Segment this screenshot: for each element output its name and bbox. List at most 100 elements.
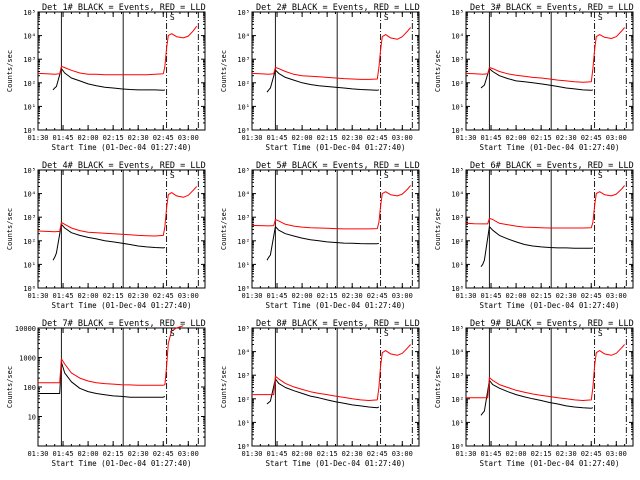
y-tick-label: 10³: [23, 56, 36, 64]
saa-marker-label: S: [170, 171, 175, 180]
y-axis-label: Counts/sec: [220, 366, 228, 408]
y-tick-label: 10³: [451, 372, 464, 380]
x-tick-label: 01:45: [267, 450, 288, 458]
x-tick-label: 03:00: [392, 450, 413, 458]
x-tick-label: 02:30: [556, 292, 577, 300]
y-tick-label: 10³: [237, 372, 250, 380]
x-tick-label: 02:00: [506, 292, 527, 300]
x-axis-label: Start Time (01-Dec-04 01:27:40): [52, 143, 192, 152]
chart-title: Det 9# BLACK = Events, RED = LLD: [470, 319, 634, 329]
y-axis-label: Counts/sec: [6, 50, 14, 92]
x-tick-label: 01:45: [53, 450, 74, 458]
chart-title: Det 4# BLACK = Events, RED = LLD: [42, 161, 206, 171]
chart-title: Det 3# BLACK = Events, RED = LLD: [470, 3, 634, 13]
x-tick-label: 03:00: [606, 292, 627, 300]
x-tick-label: 03:00: [178, 134, 199, 142]
y-tick-label: 10⁰: [237, 285, 250, 293]
chart-panel-1: Det 1# BLACK = Events, RED = LLD Counts/s…: [6, 3, 206, 152]
y-tick-label: 10⁰: [451, 443, 464, 451]
y-tick-label: 10⁵: [237, 9, 250, 17]
x-tick-label: 02:15: [317, 134, 338, 142]
y-tick-label: 10²: [237, 238, 250, 246]
plot-frame: [37, 327, 206, 447]
x-tick-label: 01:30: [241, 450, 262, 458]
y-tick-label: 10²: [237, 396, 250, 404]
x-tick-label: 02:00: [506, 134, 527, 142]
x-tick-label: 02:15: [103, 450, 124, 458]
y-tick-label: 10¹: [237, 103, 250, 111]
x-tick-label: 01:45: [53, 292, 74, 300]
y-tick-label: 10⁰: [237, 127, 250, 135]
x-tick-label: 01:30: [27, 292, 48, 300]
y-tick-label: 10⁵: [23, 9, 36, 17]
x-tick-label: 02:15: [531, 134, 552, 142]
x-tick-label: 02:45: [153, 450, 174, 458]
y-tick-label: 10⁴: [237, 33, 250, 41]
series-line-events: [480, 379, 594, 416]
y-tick-label: 10⁴: [23, 33, 36, 41]
y-axis-label: Counts/sec: [6, 208, 14, 250]
x-tick-label: 02:00: [78, 450, 99, 458]
x-tick-label: 03:00: [392, 134, 413, 142]
plot-frame: [465, 327, 634, 447]
y-tick-label: 10⁴: [451, 349, 464, 357]
series-line-events: [266, 378, 380, 409]
plot-frame: [465, 11, 634, 131]
y-tick-label: 10²: [237, 80, 250, 88]
x-tick-label: 01:30: [241, 292, 262, 300]
x-tick-label: 01:30: [241, 134, 262, 142]
x-tick-label: 01:45: [481, 292, 502, 300]
y-tick-label: 10⁴: [23, 191, 36, 199]
chart-title: Det 1# BLACK = Events, RED = LLD: [42, 3, 206, 13]
x-axis-label: Start Time (01-Dec-04 01:27:40): [52, 459, 192, 468]
x-tick-label: 03:00: [178, 292, 199, 300]
x-tick-label: 02:45: [367, 450, 388, 458]
x-tick-label: 02:00: [78, 134, 99, 142]
chart-panel-6: Det 6# BLACK = Events, RED = LLD Counts/s…: [434, 161, 634, 310]
x-tick-label: 02:00: [292, 292, 313, 300]
x-tick-label: 02:30: [342, 292, 363, 300]
y-tick-label: 10³: [451, 214, 464, 222]
y-tick-label: 10⁵: [451, 167, 464, 175]
chart-panel-2: Det 2# BLACK = Events, RED = LLD Counts/s…: [220, 3, 420, 152]
y-tick-label: 10000: [15, 325, 36, 333]
series-line-events: [52, 68, 166, 91]
x-tick-label: 02:30: [128, 292, 149, 300]
x-tick-label: 01:30: [455, 450, 476, 458]
y-tick-label: 100: [23, 384, 36, 392]
x-tick-label: 02:15: [317, 292, 338, 300]
series-line-lld: [251, 185, 411, 230]
x-tick-label: 01:30: [455, 292, 476, 300]
y-tick-label: 10²: [451, 80, 464, 88]
x-axis-label: Start Time (01-Dec-04 01:27:40): [52, 301, 192, 310]
y-tick-label: 10³: [451, 56, 464, 64]
series-line-lld: [466, 344, 625, 401]
y-tick-label: 10¹: [451, 419, 464, 427]
y-tick-label: 10⁴: [237, 191, 250, 199]
chart-panel-5: Det 5# BLACK = Events, RED = LLD Counts/s…: [220, 161, 420, 310]
y-tick-label: 10¹: [23, 261, 36, 269]
y-axis-label: Counts/sec: [434, 50, 442, 92]
x-tick-label: 01:45: [267, 292, 288, 300]
x-tick-label: 01:30: [27, 450, 48, 458]
x-tick-label: 01:45: [267, 134, 288, 142]
x-tick-label: 02:30: [128, 450, 149, 458]
chart-title: Det 2# BLACK = Events, RED = LLD: [256, 3, 420, 13]
x-tick-label: 02:00: [78, 292, 99, 300]
chart-panel-9: Det 9# BLACK = Events, RED = LLD Counts/s…: [434, 319, 634, 468]
saa-marker-label: S: [384, 329, 389, 338]
chart-panel-8: Det 8# BLACK = Events, RED = LLD Counts/s…: [220, 319, 420, 468]
x-tick-label: 03:00: [178, 450, 199, 458]
y-tick-label: 10³: [237, 214, 250, 222]
x-tick-label: 02:00: [292, 450, 313, 458]
series-line-lld: [252, 344, 411, 401]
plot-frame: [251, 327, 420, 447]
y-tick-label: 10⁰: [451, 285, 464, 293]
y-tick-label: 1000: [19, 355, 36, 363]
series-line-events: [266, 69, 380, 93]
y-tick-label: 10⁰: [451, 127, 464, 135]
y-tick-label: 10²: [451, 238, 464, 246]
y-tick-label: 10²: [451, 396, 464, 404]
saa-marker-label: S: [384, 171, 389, 180]
